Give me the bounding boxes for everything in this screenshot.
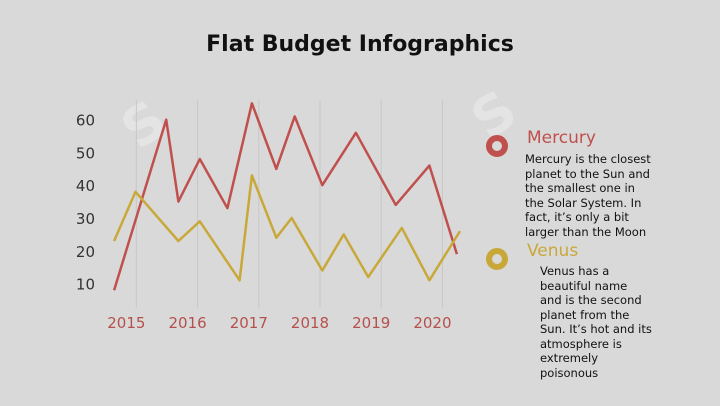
y-axis-ticks: 10 20 30 40 50 60: [76, 112, 95, 294]
chart-title: Flat Budget Infographics: [206, 32, 514, 57]
legend-description-venus: Venus has a beautiful name and is the se…: [540, 264, 652, 380]
legend-name-mercury: Mercury: [527, 128, 596, 148]
x-tick-label: 2018: [291, 314, 329, 332]
series-lines: [112, 102, 462, 291]
x-tick-label: 2015: [107, 314, 145, 332]
x-tick-label: 2019: [352, 314, 390, 332]
x-tick-label: 2016: [168, 314, 206, 332]
x-tick-label: 2017: [230, 314, 268, 332]
legend-description-mercury: Mercury is the closest planet to the Sun…: [525, 152, 651, 239]
y-tick-label: 10: [76, 276, 95, 294]
x-tick-label: 2020: [413, 314, 451, 332]
series-line-mercury: [112, 102, 459, 291]
y-tick-label: 40: [76, 177, 95, 195]
y-tick-label: 30: [76, 210, 95, 228]
legend-name-venus: Venus: [527, 241, 579, 261]
y-tick-label: 50: [76, 144, 95, 162]
y-tick-label: 60: [76, 112, 95, 130]
venus-ring-icon: [486, 248, 508, 270]
y-tick-label: 20: [76, 243, 95, 261]
x-axis-ticks: 2015 2016 2017 2018 2019 2020: [107, 314, 451, 332]
series-line-venus: [112, 174, 462, 282]
mercury-ring-icon: [486, 135, 508, 157]
